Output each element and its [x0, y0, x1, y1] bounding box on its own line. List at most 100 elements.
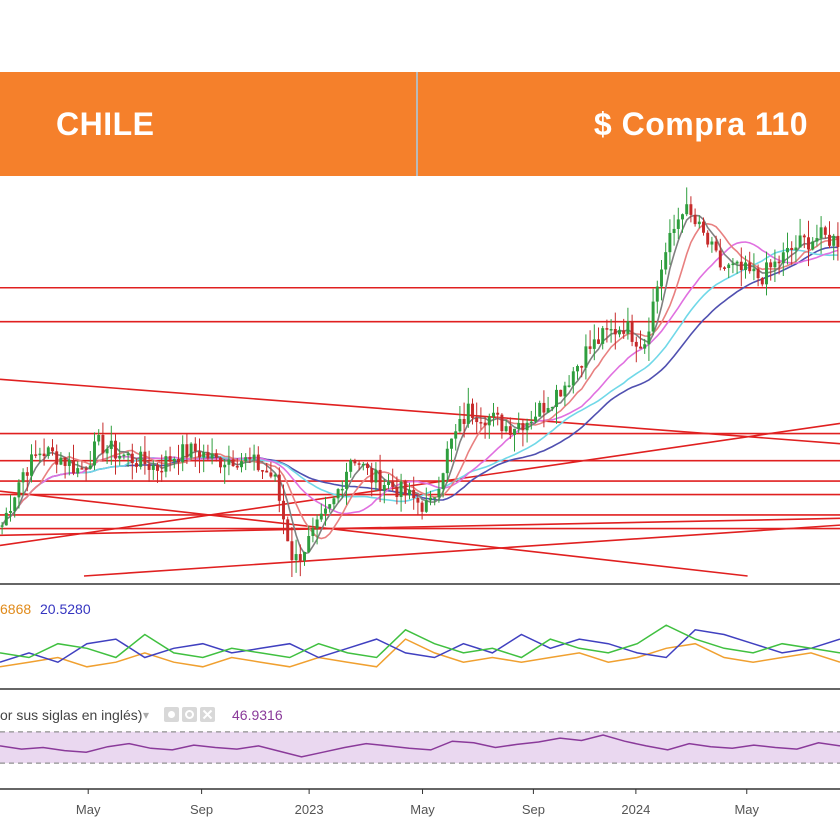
candle	[277, 467, 281, 513]
candle-body	[576, 366, 579, 372]
candle	[265, 462, 269, 473]
candle-body	[311, 528, 315, 537]
candle	[756, 264, 760, 287]
candle	[744, 255, 747, 279]
candle	[823, 225, 827, 239]
candle	[487, 413, 491, 439]
candle-body	[723, 267, 726, 269]
candle	[118, 442, 122, 466]
candle-body	[496, 412, 500, 415]
candle	[324, 496, 327, 526]
candle-body	[664, 252, 668, 270]
candle-body	[13, 497, 17, 511]
price-pane	[0, 187, 840, 577]
candle	[366, 462, 369, 476]
candle-body	[706, 232, 710, 245]
candle-body	[307, 536, 311, 552]
candle	[828, 221, 831, 249]
candle-body	[609, 329, 613, 331]
price-chart[interactable]: 6868 20.5280 or sus siglas en inglés) ▾ …	[0, 176, 840, 840]
dropdown-caret-icon[interactable]: ▾	[143, 708, 149, 722]
candle-body	[168, 456, 172, 462]
candle-body	[294, 554, 298, 561]
candle	[403, 479, 407, 504]
candle	[59, 452, 63, 466]
candle-body	[462, 418, 466, 424]
candle	[660, 260, 663, 301]
candle-body	[370, 468, 374, 483]
candle-body	[118, 455, 122, 459]
candle-body	[727, 264, 731, 269]
candle-body	[563, 385, 567, 397]
candle	[130, 443, 134, 480]
candle-body	[252, 454, 256, 460]
candle	[748, 251, 752, 274]
candle	[769, 259, 773, 281]
candle-body	[198, 451, 201, 458]
candle-body	[172, 458, 176, 462]
candle-body	[660, 269, 663, 287]
candle	[168, 446, 172, 472]
ma-pink-line	[1, 241, 839, 526]
candle	[668, 219, 672, 265]
candle	[676, 207, 680, 240]
candle	[181, 435, 185, 472]
candle	[634, 336, 638, 363]
candle	[445, 441, 449, 483]
candle-body	[693, 214, 697, 225]
candle	[332, 496, 336, 510]
candle-body	[193, 443, 197, 452]
candle-body	[517, 423, 521, 429]
settings-icon[interactable]	[182, 707, 197, 722]
candle-body	[702, 221, 705, 233]
candle-body	[479, 422, 483, 424]
candle-body	[277, 474, 281, 501]
candle-body	[387, 481, 390, 486]
candle-body	[802, 235, 806, 238]
candle	[55, 444, 59, 474]
candle-body	[84, 468, 88, 470]
candle-body	[571, 371, 575, 386]
ma-mid-line	[1, 222, 838, 540]
candle-body	[651, 301, 655, 332]
candle-body	[244, 457, 248, 462]
candle	[790, 241, 794, 265]
indicator-settings-buttons[interactable]	[164, 707, 215, 722]
candle	[672, 214, 676, 246]
candle	[84, 466, 88, 482]
candle	[80, 461, 84, 470]
candle	[164, 450, 168, 478]
candle-body	[114, 440, 117, 459]
candle	[819, 216, 823, 254]
candle	[185, 433, 189, 465]
candle-body	[739, 261, 743, 271]
candle-body	[361, 463, 365, 466]
candle	[353, 458, 357, 466]
candle	[563, 381, 567, 407]
candle-body	[88, 465, 92, 469]
ma-long-line	[1, 246, 838, 526]
candle	[517, 412, 521, 434]
candle-body	[433, 497, 437, 499]
candle-body	[109, 440, 113, 449]
candle	[97, 429, 101, 446]
candle-body	[374, 469, 378, 483]
country-label: CHILE	[56, 106, 155, 142]
candle	[235, 458, 239, 470]
candle	[412, 476, 416, 510]
candle	[135, 458, 138, 473]
candle	[580, 365, 584, 378]
candle-body	[202, 452, 206, 458]
candle-body	[101, 434, 105, 454]
candle-body	[223, 464, 227, 468]
candle	[685, 187, 689, 217]
candle	[252, 444, 256, 471]
candle-body	[395, 486, 399, 498]
candle	[408, 482, 411, 500]
candle-body	[67, 460, 71, 466]
candle-body	[781, 252, 785, 264]
candle-body	[668, 232, 672, 253]
trend-line-0	[0, 378, 840, 445]
indicator1-label-blue: 20.5280	[40, 601, 91, 617]
candle-body	[807, 237, 810, 250]
